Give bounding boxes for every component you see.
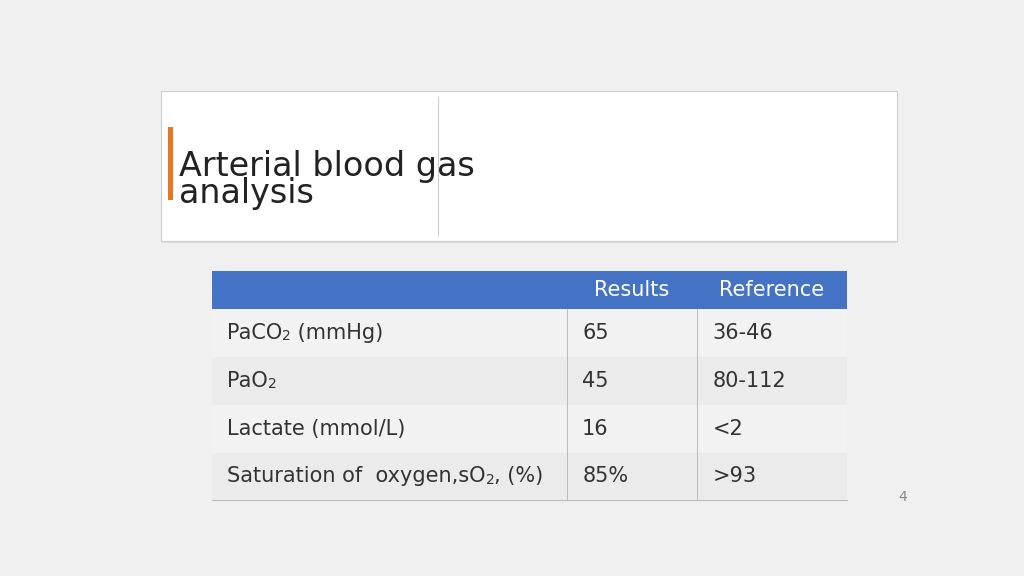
Bar: [212, 357, 847, 405]
Bar: [212, 309, 847, 357]
Bar: [212, 453, 847, 501]
Text: PaO: PaO: [227, 371, 268, 391]
Text: 80-112: 80-112: [713, 371, 786, 391]
FancyBboxPatch shape: [162, 93, 898, 243]
Text: 2: 2: [283, 329, 291, 343]
Text: Saturation of  oxygen,sO: Saturation of oxygen,sO: [227, 467, 485, 487]
Text: 4: 4: [898, 490, 907, 504]
Text: 85%: 85%: [583, 467, 629, 487]
Text: 65: 65: [583, 323, 609, 343]
Text: Reference: Reference: [720, 280, 824, 300]
Text: Results: Results: [594, 280, 670, 300]
Text: analysis: analysis: [179, 177, 314, 210]
Text: , (%): , (%): [495, 467, 544, 487]
Text: 2: 2: [485, 472, 495, 487]
Bar: [212, 271, 847, 309]
Text: (mmHg): (mmHg): [291, 323, 383, 343]
Bar: [212, 405, 847, 453]
Text: PaCO: PaCO: [227, 323, 283, 343]
Text: 2: 2: [268, 377, 276, 391]
FancyBboxPatch shape: [161, 90, 897, 241]
Bar: [168, 127, 173, 200]
Text: 45: 45: [583, 371, 608, 391]
Text: <2: <2: [713, 419, 743, 439]
Text: 36-46: 36-46: [713, 323, 773, 343]
Text: Lactate (mmol/L): Lactate (mmol/L): [227, 419, 406, 439]
Text: Arterial blood gas: Arterial blood gas: [179, 150, 475, 183]
Text: >93: >93: [713, 467, 757, 487]
Text: 16: 16: [583, 419, 609, 439]
